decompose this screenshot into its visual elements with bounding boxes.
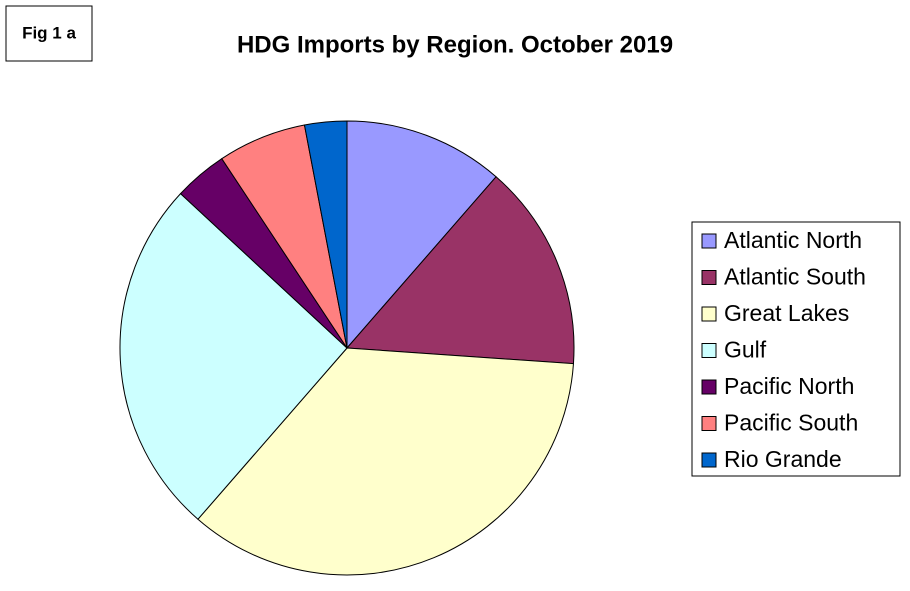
legend-label: Gulf — [724, 337, 767, 363]
legend-box — [691, 221, 901, 477]
pie-slice — [197, 347, 574, 576]
chart-title: HDG Imports by Region. October 2019 — [237, 31, 673, 58]
legend-swatch — [701, 416, 717, 431]
annotation-box — [5, 5, 93, 62]
legend-label: Rio Grande — [724, 446, 842, 472]
pie-slice — [346, 120, 497, 350]
legend-swatch — [701, 270, 717, 285]
legend-swatch — [701, 306, 717, 322]
legend-label: Great Lakes — [724, 300, 849, 326]
pie-slice — [303, 120, 348, 349]
pie-slice — [345, 176, 575, 365]
legend-label: Atlantic North — [724, 227, 862, 253]
annotation: Fig 1 a — [22, 23, 76, 42]
legend-swatch — [701, 233, 717, 249]
legend-label: Pacific South — [724, 410, 858, 436]
pie — [119, 120, 575, 576]
legend: Atlantic North Atlantic South Great Lakes G… — [701, 227, 866, 472]
legend-label: Pacific North — [724, 373, 854, 399]
pie-slice — [119, 192, 348, 520]
legend-label: Atlantic South — [724, 264, 866, 290]
legend-swatch — [701, 452, 717, 468]
legend-swatch — [701, 379, 717, 395]
legend-swatch — [701, 343, 717, 358]
